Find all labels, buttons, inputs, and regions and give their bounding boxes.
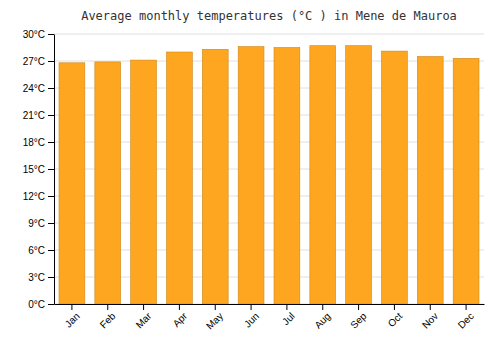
grid: [54, 34, 484, 304]
tick: Jan: [63, 304, 82, 330]
tick-mark: [322, 304, 323, 310]
tick-mark: [48, 34, 54, 35]
tick-mark: [394, 304, 395, 310]
tick-label: 27°C: [23, 56, 45, 67]
tick: Sep: [348, 304, 369, 331]
tick-label: 24°C: [23, 83, 45, 94]
tick-label: May: [204, 310, 225, 331]
tick-mark: [48, 88, 54, 89]
tick: Dec: [456, 304, 476, 331]
tick: Aug: [312, 304, 332, 331]
tick: 12°C: [23, 191, 54, 202]
tick: 27°C: [23, 56, 54, 67]
tick: Jun: [242, 304, 261, 330]
tick-label: 30°C: [23, 29, 45, 40]
tick: Jul: [280, 304, 297, 327]
tick-label: Apr: [171, 310, 190, 329]
bar: [238, 47, 264, 304]
tick-label: 21°C: [23, 110, 45, 121]
tick-label: Dec: [456, 310, 476, 330]
tick: 18°C: [23, 137, 54, 148]
axis-line: [54, 35, 55, 305]
tick: Apr: [171, 304, 190, 329]
bar: [202, 49, 228, 304]
tick-mark: [71, 304, 72, 310]
tick: 21°C: [23, 110, 54, 121]
tick-label: Aug: [312, 310, 332, 330]
tick-mark: [143, 304, 144, 310]
tick-mark: [48, 142, 54, 143]
tick: 9°C: [28, 218, 54, 229]
tick-label: 15°C: [23, 164, 45, 175]
bar: [310, 46, 336, 304]
tick-mark: [430, 304, 431, 310]
grid-line: [54, 34, 484, 35]
title: Average monthly temperatures (°C ) in Me…: [81, 9, 457, 23]
bar: [274, 48, 300, 305]
tick-mark: [48, 304, 54, 305]
tick: Oct: [386, 304, 405, 329]
tick-label: Jul: [280, 310, 297, 327]
tick-label: Mar: [134, 310, 154, 330]
tick-mark: [251, 304, 252, 310]
x-axis: Jan Feb Mar Apr May Jun Jul Aug Sep Oct Nov Dec: [55, 304, 485, 332]
tick-mark: [48, 115, 54, 116]
bar: [167, 52, 193, 304]
tick-label: Feb: [98, 310, 118, 330]
tick: Feb: [98, 304, 118, 330]
bar: [131, 60, 157, 304]
bar: [417, 57, 443, 305]
tick: May: [204, 304, 225, 332]
tick: Nov: [420, 304, 440, 331]
tick: 6°C: [28, 245, 54, 256]
tick: 0°C: [28, 299, 54, 310]
tick-mark: [48, 169, 54, 170]
plot-area: 0°C 3°C 6°C 9°C 12°C 15°C 18°C 21°C 24°C 27°C 30°C…: [23, 29, 485, 332]
tick-mark: [48, 61, 54, 62]
bar: [382, 51, 408, 304]
tick: 24°C: [23, 83, 54, 94]
tick-label: 12°C: [23, 191, 45, 202]
y-axis: 0°C 3°C 6°C 9°C 12°C 15°C 18°C 21°C 24°C 27°C 30°C: [23, 29, 55, 310]
bar: [59, 63, 85, 304]
tick-mark: [48, 223, 54, 224]
tick: 15°C: [23, 164, 54, 175]
bars: [59, 46, 479, 304]
tick-mark: [466, 304, 467, 310]
tick-mark: [48, 250, 54, 251]
bar: [346, 46, 372, 304]
tick-mark: [358, 304, 359, 310]
tick-label: 18°C: [23, 137, 45, 148]
tick-label: 9°C: [28, 218, 45, 229]
tick-mark: [286, 304, 287, 310]
tick-label: 0°C: [28, 299, 45, 310]
tick-mark: [48, 277, 54, 278]
axis-line: [55, 304, 485, 305]
tick-mark: [48, 196, 54, 197]
tick-label: Oct: [386, 310, 405, 329]
chart: 0°C 3°C 6°C 9°C 12°C 15°C 18°C 21°C 24°C 27°C 30°C…: [0, 0, 500, 350]
tick-mark: [179, 304, 180, 310]
bar: [95, 62, 121, 304]
tick-label: Jan: [63, 310, 82, 329]
tick-label: Sep: [348, 310, 369, 331]
tick: 3°C: [28, 272, 54, 283]
tick-mark: [107, 304, 108, 310]
bar: [453, 58, 479, 304]
tick-label: Nov: [420, 310, 440, 330]
tick-label: 6°C: [28, 245, 45, 256]
tick-label: Jun: [242, 310, 261, 329]
tick-mark: [215, 304, 216, 310]
tick-label: 3°C: [28, 272, 45, 283]
tick: 30°C: [23, 29, 54, 40]
tick: Mar: [134, 304, 154, 330]
